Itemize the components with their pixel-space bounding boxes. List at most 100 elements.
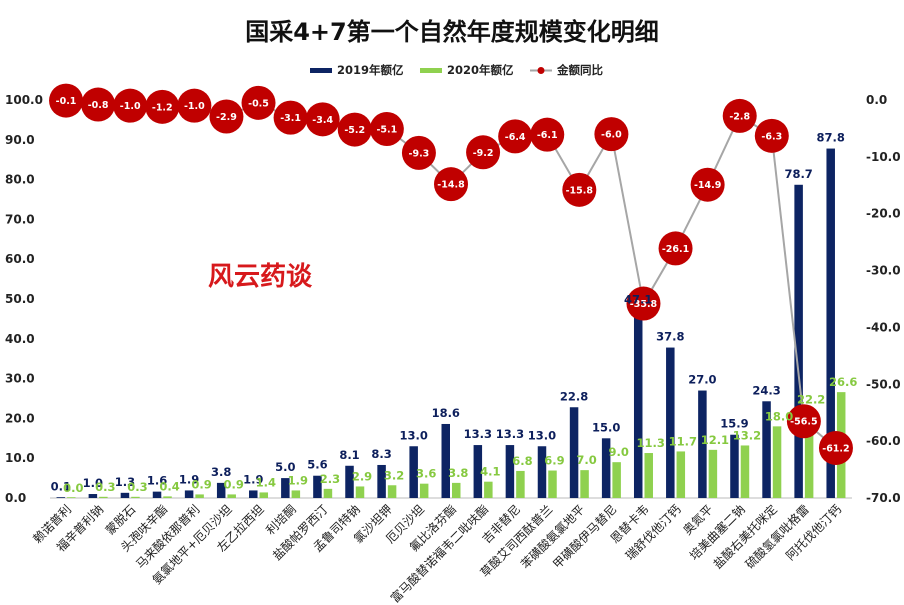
- label-2019: 1.9: [243, 472, 263, 486]
- yoy-label: -6.1: [537, 130, 558, 141]
- bar-2019: [120, 492, 130, 498]
- bar-2019: [313, 475, 322, 498]
- legend-swatch-yoy-dot: [537, 67, 545, 74]
- yoy-point: [786, 404, 821, 439]
- yoy-label: -5.1: [376, 124, 397, 135]
- bar-2019: [88, 494, 98, 498]
- yoy-point: [305, 102, 340, 137]
- label-2020: 0.3: [95, 480, 115, 494]
- yoy-label: -0.1: [56, 96, 77, 107]
- yoy-label: -3.1: [280, 113, 301, 124]
- yoy-point: [81, 87, 116, 122]
- yoy-label: -61.2: [822, 443, 849, 454]
- label-2019: 1.3: [115, 475, 135, 489]
- y-left-tick-label: 70.0: [5, 212, 35, 226]
- label-2019: 87.8: [817, 131, 845, 145]
- label-2020: 9.0: [608, 445, 628, 459]
- yoy-label: -6.4: [505, 132, 526, 143]
- label-2019: 13.0: [528, 428, 556, 442]
- label-2020: 4.1: [480, 465, 500, 479]
- bar-2019: [537, 446, 547, 498]
- yoy-label: -9.2: [473, 148, 494, 159]
- y-left-tick-label: 40.0: [5, 332, 35, 346]
- y-right-tick-label: -10.0: [866, 150, 901, 164]
- y-left-tick-label: 0.0: [5, 491, 26, 505]
- yoy-label: -35.8: [630, 299, 658, 310]
- y-left-tick-label: 90.0: [5, 133, 35, 147]
- bar-2020: [548, 470, 557, 498]
- yoy-point: [401, 135, 436, 170]
- bar-2019: [409, 446, 418, 498]
- bar-2019: [345, 465, 354, 498]
- label-2020: 13.2: [733, 428, 761, 442]
- label-2020: 22.2: [797, 393, 825, 407]
- yoy-line: -0.1 -0.8 -1.0 -1.2 -1.0 -2.9 -0.5 -3.1 -3.4 -5.2…: [49, 83, 853, 465]
- y-left-tick-label: 60.0: [5, 252, 35, 266]
- y-left-tick-label: 100.0: [5, 93, 43, 107]
- yoy-point: [177, 88, 212, 123]
- y-right-tick-label: -30.0: [866, 264, 901, 278]
- yoy-label: -56.5: [790, 417, 817, 428]
- yoy-point: [369, 111, 404, 146]
- bar-2020: [323, 488, 333, 498]
- bar-2019: [826, 148, 835, 498]
- label-2020: 12.1: [701, 433, 729, 447]
- yoy-point: [209, 99, 244, 134]
- yoy-point: [145, 89, 180, 124]
- y-right-tick-label: -20.0: [866, 207, 901, 221]
- y-right-tick-label: 0.0: [866, 93, 887, 107]
- bar-2020: [740, 445, 750, 498]
- bar-2019: [569, 407, 579, 498]
- watermark: 风云药谈: [208, 262, 313, 292]
- label-2019: 15.9: [720, 417, 748, 431]
- yoy-point: [594, 117, 629, 152]
- label-2019: 3.8: [211, 465, 231, 479]
- bar-2020: [676, 451, 686, 498]
- bar-2019: [666, 347, 675, 498]
- yoy-label: -6.3: [761, 131, 782, 142]
- label-2020: 3.8: [448, 466, 468, 480]
- label-2019: 27.0: [688, 373, 716, 387]
- yoy-point: [690, 167, 725, 202]
- yoy-point: [49, 83, 84, 118]
- label-2020: 7.0: [576, 453, 596, 467]
- yoy-label: -14.8: [437, 180, 465, 191]
- yoy-label: -3.4: [312, 115, 333, 126]
- label-2020: 0.4: [159, 479, 179, 493]
- yoy-label: -1.0: [184, 101, 205, 112]
- bar-2020: [387, 485, 397, 498]
- label-2020: 0.9: [224, 477, 244, 491]
- yoy-point: [498, 119, 533, 154]
- bar-2020: [67, 497, 76, 498]
- y-left-tick-label: 80.0: [5, 173, 35, 187]
- label-2020: 0.9: [191, 477, 211, 491]
- bar-2020: [355, 486, 365, 498]
- bar-2020: [804, 409, 814, 498]
- yoy-label: -2.9: [216, 112, 237, 123]
- bar-2019: [505, 445, 515, 498]
- y-left-tick-label: 50.0: [5, 292, 35, 306]
- legend-label-yoy: 金额同比: [556, 63, 603, 77]
- legend-label-2020: 2020年额亿: [447, 63, 514, 77]
- bar-2019: [730, 434, 739, 498]
- label-2019: 37.8: [656, 330, 684, 344]
- yoy-label: -1.2: [152, 102, 173, 113]
- label-2019: 13.0: [399, 428, 427, 442]
- yoy-point: [466, 135, 501, 170]
- yoy-point: [434, 167, 468, 202]
- label-2020: 11.7: [669, 434, 697, 448]
- y-left-tick-label: 20.0: [5, 411, 35, 425]
- label-2020: 0.0: [63, 481, 83, 495]
- yoy-label: -0.5: [248, 98, 269, 109]
- y-right-tick-label: -60.0: [866, 434, 901, 448]
- label-2019: 5.0: [275, 460, 295, 474]
- yoy-point: [626, 286, 661, 321]
- label-2020: 6.8: [512, 454, 532, 468]
- legend-label-2019: 2019年额亿: [337, 63, 404, 77]
- y-right-tick-label: -70.0: [866, 491, 901, 505]
- label-2020: 6.9: [544, 454, 564, 468]
- bar-2019: [152, 491, 162, 498]
- bar-2020: [259, 492, 269, 498]
- bar-2019: [377, 464, 386, 498]
